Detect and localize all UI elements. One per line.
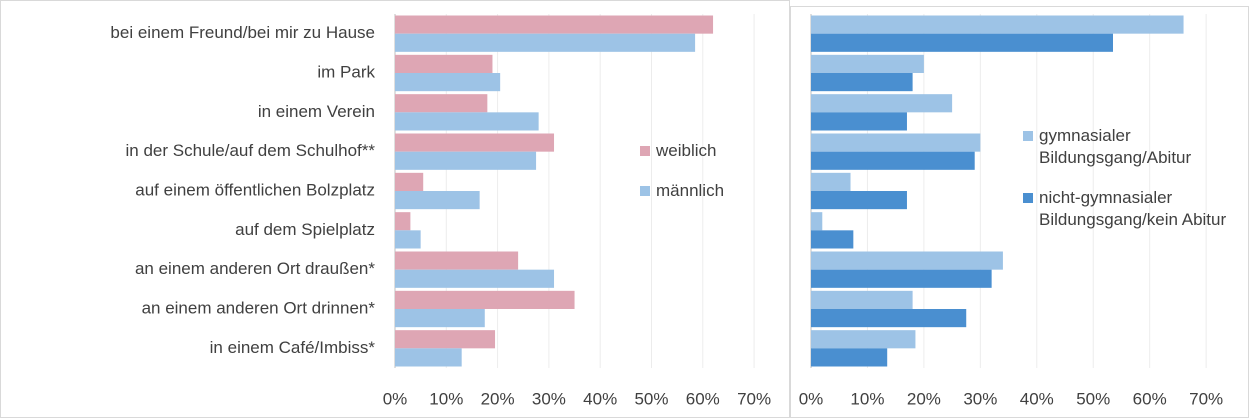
- bar: [395, 191, 480, 210]
- legend-item: nicht-gymnasialer Bildungsgang/kein Abit…: [1023, 187, 1233, 231]
- bar: [395, 212, 411, 231]
- bar: [395, 269, 555, 288]
- legend-swatch: [640, 186, 650, 196]
- panel-border: [0, 0, 790, 418]
- bar: [811, 94, 953, 113]
- x-tick-label: 70%: [737, 389, 771, 408]
- bar: [811, 54, 924, 73]
- x-tick-label: 20%: [907, 389, 941, 408]
- bar: [811, 151, 975, 170]
- legend-swatch: [640, 146, 650, 156]
- bar: [811, 33, 1113, 52]
- bar: [395, 15, 714, 34]
- legend-label: nicht-gymnasialer Bildungsgang/kein Abit…: [1039, 188, 1227, 229]
- bar: [811, 230, 854, 249]
- bar: [395, 348, 462, 367]
- y-tick-label: bei einem Freund/bei mir zu Hause: [110, 23, 375, 42]
- bar: [811, 112, 907, 131]
- bar: [395, 94, 488, 113]
- y-tick-label: an einem anderen Ort draußen*: [135, 259, 375, 278]
- legend-item: weiblich: [640, 140, 780, 162]
- bar: [395, 230, 421, 249]
- bar: [395, 251, 519, 270]
- y-tick-label: in einem Café/Imbiss*: [210, 338, 376, 357]
- bar: [395, 33, 696, 52]
- y-tick-label: auf einem öffentlichen Bolzplatz: [135, 180, 375, 199]
- bar: [811, 133, 981, 152]
- legend: weiblich männlich: [640, 140, 780, 220]
- x-tick-label: 20%: [481, 389, 515, 408]
- x-tick-label: 70%: [1189, 389, 1223, 408]
- bar: [811, 73, 913, 92]
- x-tick-label: 50%: [1076, 389, 1110, 408]
- legend-item: männlich: [640, 180, 780, 202]
- bar: [811, 212, 823, 231]
- legend-swatch: [1023, 193, 1033, 203]
- y-tick-label: auf dem Spielplatz: [235, 220, 375, 239]
- bar: [811, 309, 967, 328]
- bar: [811, 172, 851, 191]
- y-tick-label: im Park: [317, 62, 375, 81]
- bar: [811, 290, 913, 309]
- legend-label: gymnasialer Bildungsgang/Abitur: [1039, 126, 1192, 167]
- bar: [811, 348, 888, 367]
- bar: [395, 133, 555, 152]
- x-tick-label: 60%: [1133, 389, 1167, 408]
- bar: [395, 54, 493, 73]
- x-tick-label: 40%: [1020, 389, 1054, 408]
- x-tick-label: 0%: [383, 389, 408, 408]
- y-tick-label: an einem anderen Ort drinnen*: [142, 298, 376, 317]
- bar: [395, 309, 485, 328]
- y-tick-label: in einem Verein: [258, 102, 375, 121]
- x-tick-label: 30%: [963, 389, 997, 408]
- x-tick-label: 30%: [532, 389, 566, 408]
- bar: [811, 191, 907, 210]
- bar: [395, 330, 496, 349]
- x-tick-label: 50%: [634, 389, 668, 408]
- legend-item: gymnasialer Bildungsgang/Abitur: [1023, 125, 1233, 169]
- x-tick-label: 0%: [799, 389, 824, 408]
- bar: [395, 290, 575, 309]
- bar: [811, 269, 992, 288]
- bar: [811, 251, 1003, 270]
- bar: [395, 151, 537, 170]
- legend: gymnasialer Bildungsgang/Abitur nicht-gym…: [1023, 125, 1233, 249]
- legend-swatch: [1023, 131, 1033, 141]
- x-tick-label: 10%: [850, 389, 884, 408]
- bar: [395, 73, 501, 92]
- x-tick-label: 10%: [429, 389, 463, 408]
- x-tick-label: 60%: [686, 389, 720, 408]
- legend-label: weiblich: [656, 141, 717, 160]
- legend-label: männlich: [656, 181, 725, 200]
- y-tick-label: in der Schule/auf dem Schulhof**: [126, 141, 376, 160]
- bar: [395, 172, 424, 191]
- x-tick-label: 40%: [583, 389, 617, 408]
- bar: [395, 112, 539, 131]
- bar: [811, 330, 916, 349]
- bar: [811, 15, 1184, 34]
- panel-border: [790, 6, 1249, 418]
